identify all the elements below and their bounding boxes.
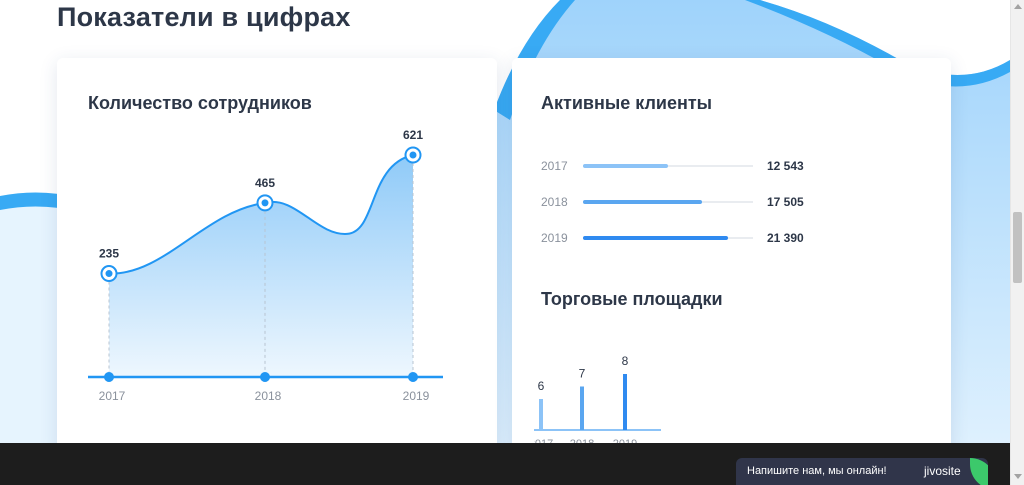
x-tick-label: 2018 <box>255 389 282 403</box>
client-year: 2017 <box>541 159 568 173</box>
client-row-2018: 2018 17 505 <box>541 194 921 210</box>
client-bar-fill <box>583 164 669 168</box>
scroll-thumb[interactable] <box>1013 212 1022 283</box>
clients-card: Активные клиенты 2017 12 543 2018 17 505… <box>512 58 951 453</box>
data-point <box>261 199 269 207</box>
x-tick-label: 2019 <box>403 389 430 403</box>
client-bar-track <box>583 236 753 240</box>
clients-title: Активные клиенты <box>541 93 713 113</box>
client-year: 2019 <box>541 231 568 245</box>
data-label: 621 <box>403 128 423 142</box>
client-value: 12 543 <box>767 159 804 173</box>
x-axis-dot <box>408 372 418 382</box>
client-value: 21 390 <box>767 231 804 245</box>
bar-value-label: 7 <box>579 367 586 381</box>
client-row-2017: 2017 12 543 <box>541 158 921 174</box>
marketplace-bar <box>539 399 543 430</box>
bar-value-label: 6 <box>538 379 545 393</box>
data-point <box>105 270 113 278</box>
bar-value-label: 8 <box>622 354 629 368</box>
marketplaces-title: Торговые площадки <box>541 289 723 309</box>
employees-card: Количество сотрудников 235 2017 465 2018 621… <box>57 58 497 453</box>
employees-area <box>109 155 413 377</box>
client-bar-fill <box>583 236 729 240</box>
marketplace-bar <box>623 374 627 430</box>
leaf-icon <box>970 458 988 485</box>
section-title: Показатели в цифрах <box>57 2 351 32</box>
scrollbar[interactable] <box>1010 0 1024 485</box>
jivosite-logo: jivosite <box>924 464 961 478</box>
client-bar-track <box>583 200 753 204</box>
chat-widget[interactable]: Напишите нам, мы онлайн! jivosite <box>736 458 988 485</box>
scroll-down-icon[interactable] <box>1014 474 1022 479</box>
client-year: 2018 <box>541 195 568 209</box>
scroll-up-icon[interactable] <box>1014 4 1022 9</box>
client-bar-fill <box>583 200 703 204</box>
x-tick-label: 2017 <box>99 389 126 403</box>
client-row-2019: 2019 21 390 <box>541 230 921 246</box>
marketplace-bar <box>580 386 584 430</box>
data-point <box>409 151 417 159</box>
client-bar-track <box>583 164 753 168</box>
marketplaces-chart: 620177201882019 <box>534 354 661 450</box>
data-label: 235 <box>99 247 119 261</box>
chat-label[interactable]: Напишите нам, мы онлайн! <box>747 465 887 477</box>
data-label: 465 <box>255 176 275 190</box>
x-axis-dot <box>104 372 114 382</box>
employees-line <box>108 154 414 275</box>
client-value: 17 505 <box>767 195 804 209</box>
x-axis-dot <box>260 372 270 382</box>
employees-title: Количество сотрудников <box>88 93 312 113</box>
employees-chart: 235 2017 465 2018 621 2019 <box>88 128 443 403</box>
